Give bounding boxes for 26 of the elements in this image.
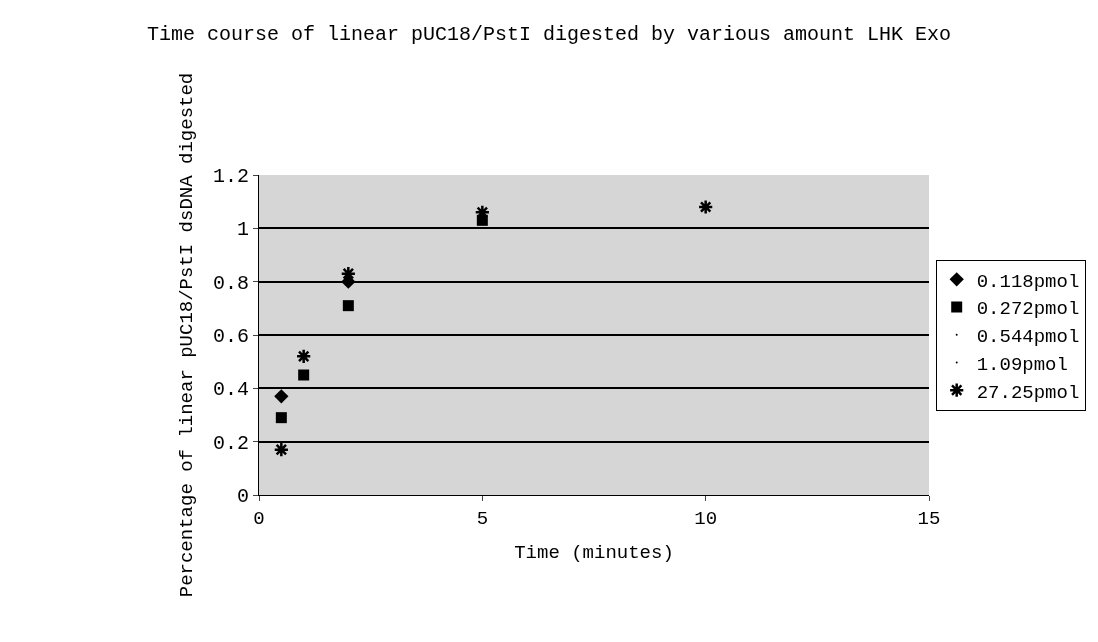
- chart-title: Time course of linear pUC18/PstI digested by various amount LHK Exo: [146, 22, 952, 46]
- y-tick-label: 0: [236, 485, 249, 508]
- x-tick-label: 15: [917, 507, 941, 530]
- point: [274, 389, 289, 404]
- y-tick-label: 1: [236, 218, 249, 242]
- x-tick-label: 0: [253, 507, 265, 530]
- point: [298, 369, 310, 381]
- legend-label: 27.25pmol: [976, 381, 1080, 404]
- x-tick-label: 5: [476, 507, 489, 530]
- y-axis-title: Percentage of linear pUC18/PstI dsDNA digested: [175, 72, 198, 598]
- legend-label: 0.544pmol: [976, 326, 1080, 349]
- legend-label: 0.272pmol: [976, 298, 1080, 321]
- x-axis-title: Time (minutes): [514, 541, 674, 564]
- point: [273, 441, 290, 458]
- y-tick-label: 1.2: [212, 165, 249, 188]
- point: [275, 412, 287, 424]
- x-tick-label: 10: [694, 507, 718, 530]
- y-tick-label: 0.8: [212, 271, 249, 295]
- y-tick-label: 0.4: [212, 378, 249, 402]
- point: [342, 300, 354, 312]
- y-tick-label: 0.2: [212, 431, 249, 455]
- legend-label: 1.09pmol: [976, 353, 1068, 376]
- legend-label: 0.118pmol: [976, 270, 1080, 293]
- point: [295, 348, 312, 365]
- y-tick-label: 0.6: [212, 325, 249, 348]
- point: [697, 199, 714, 215]
